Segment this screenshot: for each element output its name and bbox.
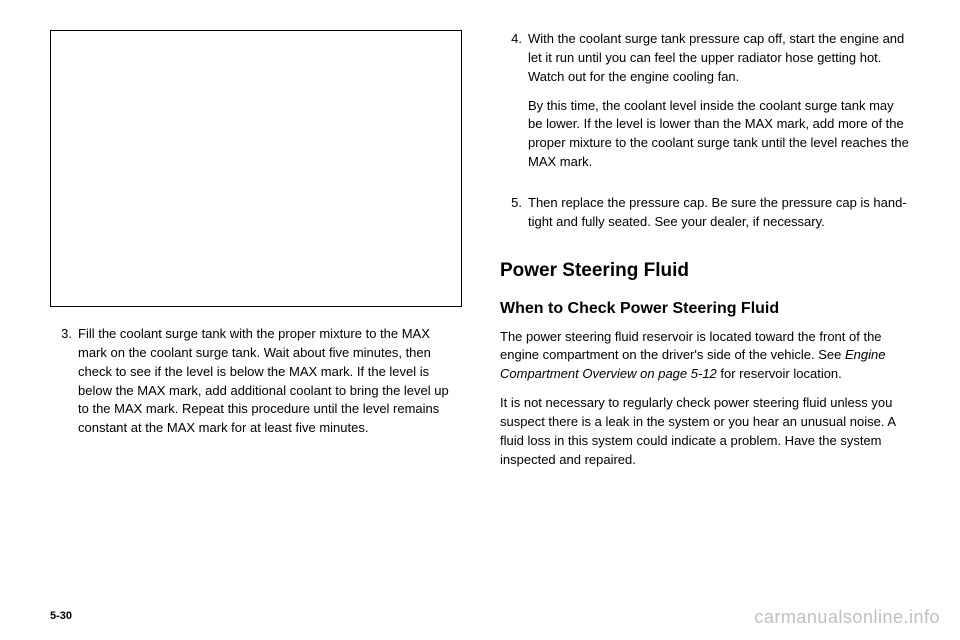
step-3: 3. Fill the coolant surge tank with the … [50, 325, 460, 438]
step-5-text: Then replace the pressure cap. Be sure t… [528, 194, 910, 232]
left-column: 3. Fill the coolant surge tank with the … [50, 30, 460, 620]
step-4-text: With the coolant surge tank pressure cap… [528, 30, 910, 182]
step-4-number: 4. [500, 30, 528, 182]
step-5: 5. Then replace the pressure cap. Be sur… [500, 194, 910, 232]
page: 3. Fill the coolant surge tank with the … [0, 0, 960, 640]
image-placeholder [50, 30, 462, 307]
p1-part-c: for reservoir location. [717, 366, 842, 381]
step-4: 4. With the coolant surge tank pressure … [500, 30, 910, 182]
heading-when-to-check: When to Check Power Steering Fluid [500, 300, 910, 318]
page-number: 5-30 [50, 610, 72, 622]
step-3-text: Fill the coolant surge tank with the pro… [78, 325, 460, 438]
step-4-p2: By this time, the coolant level inside t… [528, 97, 910, 172]
step-4-p1: With the coolant surge tank pressure cap… [528, 30, 910, 87]
watermark: carmanualsonline.info [754, 607, 940, 628]
paragraph-location: The power steering fluid reservoir is lo… [500, 328, 910, 385]
paragraph-not-necessary: It is not necessary to regularly check p… [500, 394, 910, 469]
right-column: 4. With the coolant surge tank pressure … [500, 30, 910, 620]
step-3-number: 3. [50, 325, 78, 438]
heading-power-steering: Power Steering Fluid [500, 260, 910, 282]
step-5-number: 5. [500, 194, 528, 232]
p1-part-a: The power steering fluid reservoir is lo… [500, 329, 882, 363]
